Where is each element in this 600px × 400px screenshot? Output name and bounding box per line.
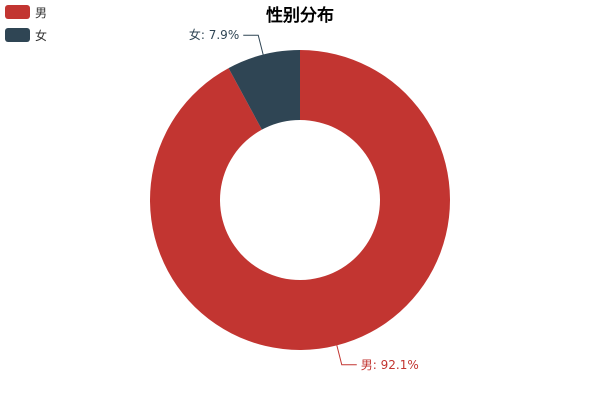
legend-label-1[interactable]: 女 — [35, 28, 47, 43]
chart-title: 性别分布 — [266, 5, 334, 26]
legend-swatch-0[interactable] — [5, 5, 30, 19]
slice-0[interactable] — [149, 50, 450, 350]
legend-label-0[interactable]: 男 — [35, 6, 47, 20]
slice-1[interactable] — [228, 50, 300, 130]
label-line-1 — [243, 34, 264, 55]
data-label-0: 男: 92.1% — [361, 358, 419, 372]
data-label-1: 女: 7.9% — [189, 27, 239, 42]
legend: 男女 — [5, 5, 47, 43]
legend-swatch-1[interactable] — [5, 28, 30, 42]
label-line-0 — [336, 345, 357, 366]
